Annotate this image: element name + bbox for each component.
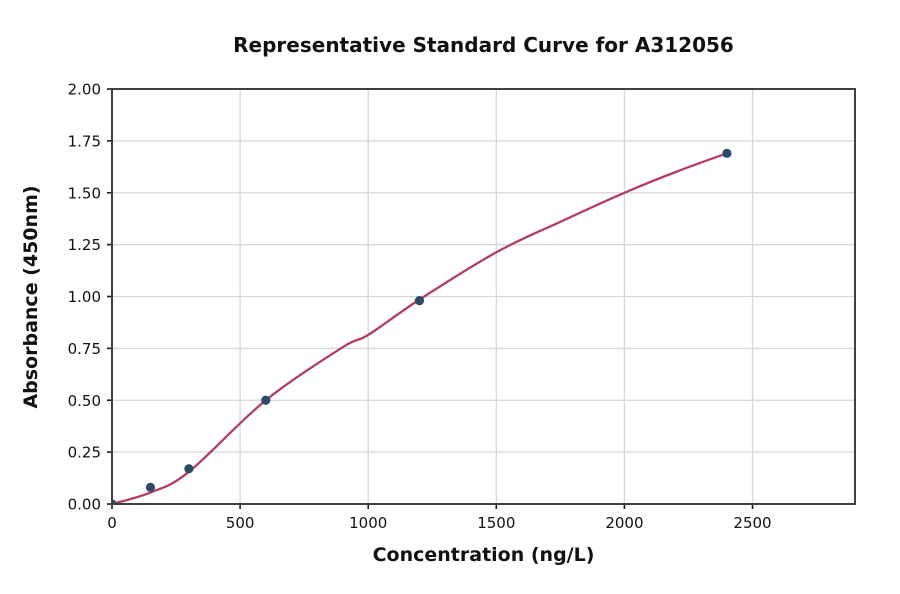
y-tick-label: 1.00 (68, 288, 101, 306)
x-tick-label: 2500 (733, 514, 771, 532)
x-tick-label: 500 (226, 514, 255, 532)
chart-title: Representative Standard Curve for A31205… (233, 33, 734, 57)
y-tick-label: 0.50 (68, 392, 101, 410)
x-tick-label: 0 (107, 514, 117, 532)
data-point (145, 482, 156, 492)
data-points-group (112, 148, 732, 504)
y-tick-label: 1.25 (68, 236, 101, 254)
data-point (722, 148, 732, 158)
data-point (261, 395, 271, 405)
y-tick-label: 0.75 (68, 340, 101, 358)
standard-curve-line (111, 152, 728, 506)
y-tick-label: 1.50 (68, 184, 101, 202)
y-tick-label: 0.00 (68, 496, 101, 514)
x-tick-label: 1000 (349, 514, 387, 532)
y-tick-label: 2.00 (68, 81, 101, 99)
x-tick-label: 1500 (477, 514, 515, 532)
y-tick-label: 1.75 (68, 132, 101, 150)
data-point (414, 296, 425, 306)
data-point (184, 464, 194, 474)
y-tick-label: 0.25 (68, 444, 101, 462)
x-axis-label: Concentration (ng/L) (372, 544, 595, 566)
plot-area-border (111, 88, 856, 505)
x-tick-label: 2000 (605, 514, 643, 532)
data-point (112, 499, 117, 504)
